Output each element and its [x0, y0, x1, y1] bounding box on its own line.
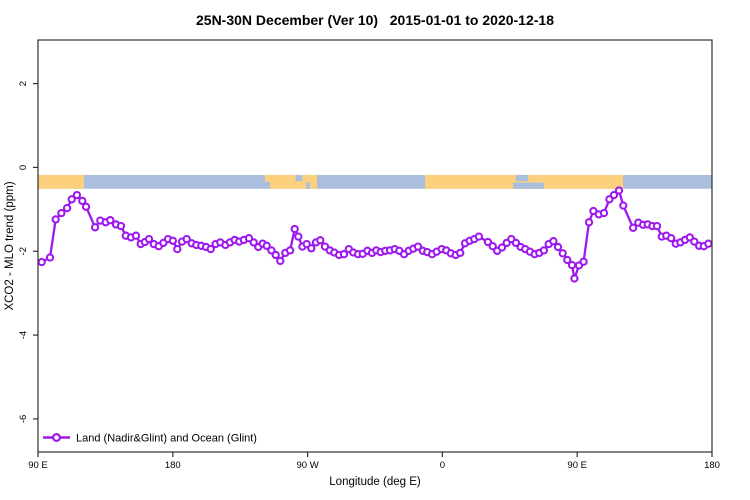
data-point [131, 231, 141, 240]
data-point [549, 237, 558, 246]
x-tick-label: 90 W [297, 460, 319, 471]
y-tick-label: -6 [18, 415, 29, 423]
data-point [249, 238, 258, 247]
data-point [173, 244, 182, 254]
x-tick-label: 180 [165, 460, 181, 471]
data-point [72, 190, 82, 200]
legend: Land (Nadir&Glint) and Ocean (Glint) [43, 433, 257, 445]
legend-label: Land (Nadir&Glint) and Ocean (Glint) [76, 433, 257, 445]
data-point [558, 249, 567, 258]
y-tick-label: 0 [18, 165, 29, 170]
data-point [563, 255, 572, 265]
data-point [614, 186, 624, 195]
data-point [90, 223, 100, 232]
data-point [78, 196, 87, 206]
data-point [497, 243, 507, 252]
data-point [57, 208, 66, 218]
x-tick-label: 90 E [567, 460, 587, 471]
data-point [62, 203, 72, 213]
data-point [316, 236, 325, 245]
data-point [539, 246, 549, 255]
land-strip [270, 174, 318, 189]
data-point [271, 250, 280, 260]
x-tick-label: 90 E [28, 460, 48, 471]
x-tick-label: 0 [440, 460, 445, 471]
legend-marker-icon [51, 433, 61, 443]
data-point [483, 237, 493, 247]
data-point [579, 257, 588, 266]
data-point [106, 216, 115, 225]
data-point [116, 221, 126, 231]
data-point [619, 201, 628, 210]
data-point [704, 239, 713, 248]
data-point [567, 260, 577, 270]
data-point [67, 195, 76, 204]
data-point [628, 223, 638, 232]
data-point [307, 244, 316, 253]
data-point [339, 250, 349, 259]
data-point [182, 234, 191, 244]
y-tick-label: -4 [18, 331, 29, 339]
data-point [168, 236, 178, 245]
data-point [584, 218, 594, 227]
data-point [45, 253, 55, 262]
data-point [599, 208, 609, 218]
land-strip [425, 174, 624, 189]
y-axis-ticks: 2 0 -2 -4 -6 [18, 81, 38, 423]
data-point [690, 237, 699, 246]
data-series [37, 186, 713, 283]
series-line [40, 189, 710, 280]
data-point [609, 190, 619, 200]
y-tick-label: 2 [18, 81, 29, 86]
data-point [413, 242, 423, 251]
land-patch [265, 174, 271, 182]
data-point [456, 248, 465, 258]
data-point [206, 244, 215, 254]
land-strip [38, 174, 84, 189]
data-point [666, 234, 676, 243]
data-point [290, 224, 299, 234]
x-axis-title: Longitude (deg E) [329, 476, 421, 488]
water-patch [305, 182, 310, 189]
plot-border [37, 39, 713, 453]
data-point [488, 242, 497, 251]
data-point [652, 221, 662, 231]
data-point [81, 202, 91, 211]
water-patch [295, 174, 303, 182]
x-tick-label: 180 [704, 460, 720, 471]
y-tick-label: -2 [18, 247, 29, 255]
y-axis-title: XCO2 - MLO trend (ppm) [4, 181, 16, 310]
data-point [276, 256, 285, 266]
data-point [474, 232, 484, 241]
data-point [51, 215, 60, 224]
data-point [553, 242, 563, 252]
data-point [144, 234, 154, 244]
x-axis-ticks: 90 E 180 90 W 0 90 E 180 [28, 452, 720, 471]
land-ocean-strip [38, 174, 712, 189]
data-point [262, 241, 271, 250]
data-point [570, 274, 579, 283]
data-point [37, 257, 46, 267]
water-patch [513, 182, 544, 189]
data-point [294, 232, 303, 241]
data-point [285, 246, 295, 255]
chart-title: 25N-30N December (Ver 10) 2015-01-01 to … [196, 12, 554, 28]
water-patch [515, 174, 529, 182]
